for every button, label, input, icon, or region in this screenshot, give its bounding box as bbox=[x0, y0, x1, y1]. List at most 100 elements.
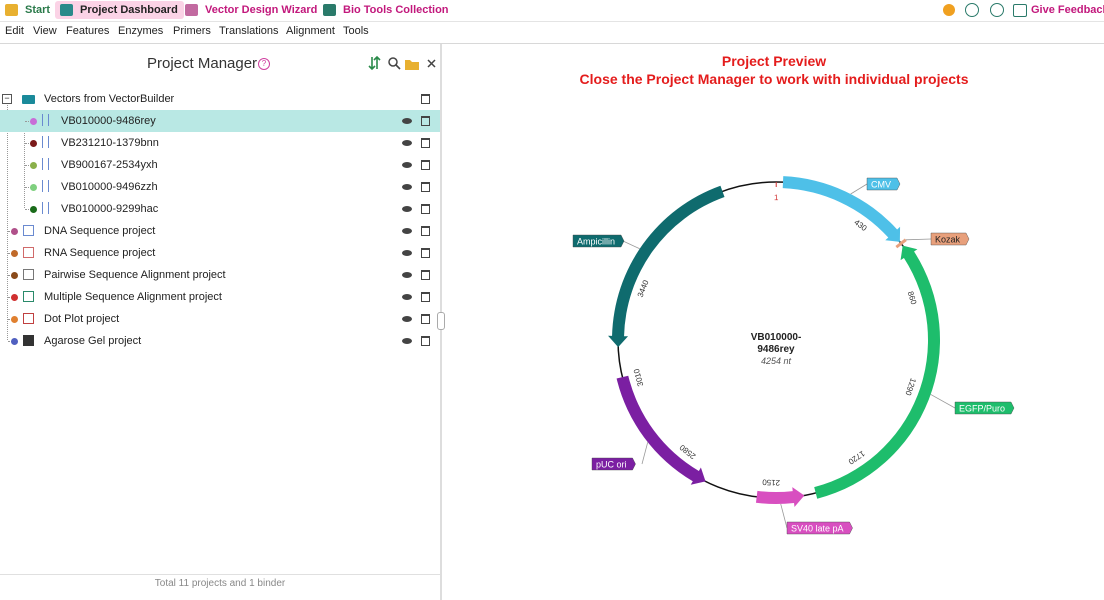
feature-leader bbox=[905, 238, 932, 241]
footer-divider bbox=[0, 574, 440, 575]
vector-row[interactable]: VB900167-2534yxh bbox=[0, 154, 440, 176]
feature-arc[interactable] bbox=[782, 176, 901, 242]
feature-tag bbox=[786, 521, 853, 535]
feature-label: pUC ori bbox=[596, 460, 627, 470]
vector-row[interactable]: VB010000-9496zzh bbox=[0, 176, 440, 198]
delete-icon[interactable] bbox=[421, 292, 430, 302]
view-icon[interactable] bbox=[402, 228, 412, 234]
project-label: Agarose Gel project bbox=[44, 335, 142, 347]
menu-item[interactable]: Translations bbox=[219, 25, 279, 37]
delete-icon[interactable] bbox=[421, 138, 430, 148]
menu-item[interactable]: Edit bbox=[5, 25, 24, 37]
resize-handle[interactable] bbox=[437, 312, 445, 330]
vector-row[interactable]: VB010000-9486rey bbox=[0, 110, 440, 132]
view-icon[interactable] bbox=[402, 294, 412, 300]
feature-tag bbox=[954, 401, 1015, 415]
search-icon[interactable] bbox=[388, 57, 398, 67]
project-icon bbox=[23, 225, 34, 236]
project-dot bbox=[11, 294, 18, 301]
delete-icon[interactable] bbox=[421, 314, 430, 324]
plasmid-name: VB010000- bbox=[751, 332, 802, 343]
vector-row[interactable]: VB010000-9299hac bbox=[0, 198, 440, 220]
theme-icon[interactable] bbox=[943, 4, 955, 16]
view-icon[interactable] bbox=[402, 250, 412, 256]
feedback-icon[interactable] bbox=[1013, 4, 1027, 17]
view-icon[interactable] bbox=[402, 206, 412, 212]
view-icon[interactable] bbox=[402, 140, 412, 146]
delete-icon[interactable] bbox=[421, 336, 430, 346]
delete-icon[interactable] bbox=[421, 160, 430, 170]
project-row[interactable]: DNA Sequence project bbox=[0, 220, 440, 242]
project-dot bbox=[11, 338, 18, 345]
add-folder-icon[interactable] bbox=[405, 60, 419, 70]
menu-item[interactable]: Tools bbox=[343, 25, 369, 37]
vector-dot bbox=[30, 206, 37, 213]
binder-row[interactable]: − Vectors from VectorBuilder bbox=[0, 88, 440, 110]
delete-icon[interactable] bbox=[421, 94, 430, 104]
project-row[interactable]: Multiple Sequence Alignment project bbox=[0, 286, 440, 308]
feature-leader bbox=[641, 442, 649, 465]
tree-branch bbox=[25, 165, 33, 166]
help-icon[interactable]: ? bbox=[258, 58, 270, 70]
nav-tab[interactable]: Vector Design Wizard bbox=[180, 1, 323, 19]
view-icon[interactable] bbox=[402, 316, 412, 322]
feature-label: Ampicillin bbox=[577, 237, 615, 247]
dna-icon bbox=[42, 114, 49, 126]
dna-icon bbox=[42, 202, 49, 214]
nav-tab[interactable]: Project Dashboard bbox=[55, 1, 184, 19]
nav-tab[interactable]: Start bbox=[0, 1, 56, 19]
vector-label: VB231210-1379bnn bbox=[61, 137, 159, 149]
delete-icon[interactable] bbox=[421, 204, 430, 214]
feature-label: EGFP/Puro bbox=[959, 404, 1005, 414]
vector-dot bbox=[30, 140, 37, 147]
menu-item[interactable]: Enzymes bbox=[118, 25, 164, 37]
account-icon[interactable] bbox=[990, 3, 1004, 17]
delete-icon[interactable] bbox=[421, 182, 430, 192]
menu-item[interactable]: View bbox=[33, 25, 57, 37]
view-icon[interactable] bbox=[402, 162, 412, 168]
tick-label: 3440 bbox=[636, 278, 651, 298]
menu-item[interactable]: Alignment bbox=[286, 25, 335, 37]
delete-icon[interactable] bbox=[421, 226, 430, 236]
feature-arc[interactable] bbox=[755, 487, 805, 507]
view-icon[interactable] bbox=[402, 272, 412, 278]
feature-arc[interactable] bbox=[895, 238, 907, 249]
view-icon[interactable] bbox=[402, 184, 412, 190]
project-row[interactable]: Pairwise Sequence Alignment project bbox=[0, 264, 440, 286]
feature-arc[interactable] bbox=[608, 185, 725, 348]
close-icon[interactable] bbox=[427, 59, 436, 68]
feature-tag bbox=[591, 457, 636, 471]
project-row[interactable]: Agarose Gel project bbox=[0, 330, 440, 352]
project-icon bbox=[23, 313, 34, 324]
feature-arc[interactable] bbox=[814, 245, 941, 499]
view-icon[interactable] bbox=[402, 338, 412, 344]
feature-arc[interactable] bbox=[616, 375, 706, 485]
dna-icon bbox=[42, 158, 49, 170]
tree-branch bbox=[25, 143, 33, 144]
menu-divider bbox=[0, 43, 1104, 44]
delete-icon[interactable] bbox=[421, 116, 430, 126]
delete-icon[interactable] bbox=[421, 270, 430, 280]
tree-branch bbox=[25, 209, 33, 210]
feature-label: CMV bbox=[871, 180, 891, 190]
plasmid-map: 1 430 860 1290 1720 2150 2580 3010 3440 CMV Kozak E… bbox=[572, 176, 1015, 535]
menu-item[interactable]: Features bbox=[66, 25, 110, 37]
panel-tools bbox=[368, 55, 436, 71]
project-row[interactable]: Dot Plot project bbox=[0, 308, 440, 330]
vector-row[interactable]: VB231210-1379bnn bbox=[0, 132, 440, 154]
info-icon[interactable] bbox=[965, 3, 979, 17]
sort-icon[interactable] bbox=[368, 55, 381, 71]
menu-item[interactable]: Primers bbox=[173, 25, 211, 37]
nav-tab[interactable]: Bio Tools Collection bbox=[318, 1, 455, 19]
delete-icon[interactable] bbox=[421, 248, 430, 258]
tick-label: 3010 bbox=[632, 367, 646, 387]
give-feedback[interactable]: Give Feedback bbox=[1031, 4, 1104, 16]
preview-heading: Project Preview Close the Project Manage… bbox=[442, 52, 1104, 88]
vector-label: VB010000-9299hac bbox=[61, 203, 159, 215]
project-row[interactable]: RNA Sequence project bbox=[0, 242, 440, 264]
feature-leader bbox=[780, 503, 788, 529]
tick-label: 1 bbox=[774, 193, 779, 202]
view-icon[interactable] bbox=[402, 118, 412, 124]
collapse-toggle[interactable]: − bbox=[2, 94, 12, 104]
